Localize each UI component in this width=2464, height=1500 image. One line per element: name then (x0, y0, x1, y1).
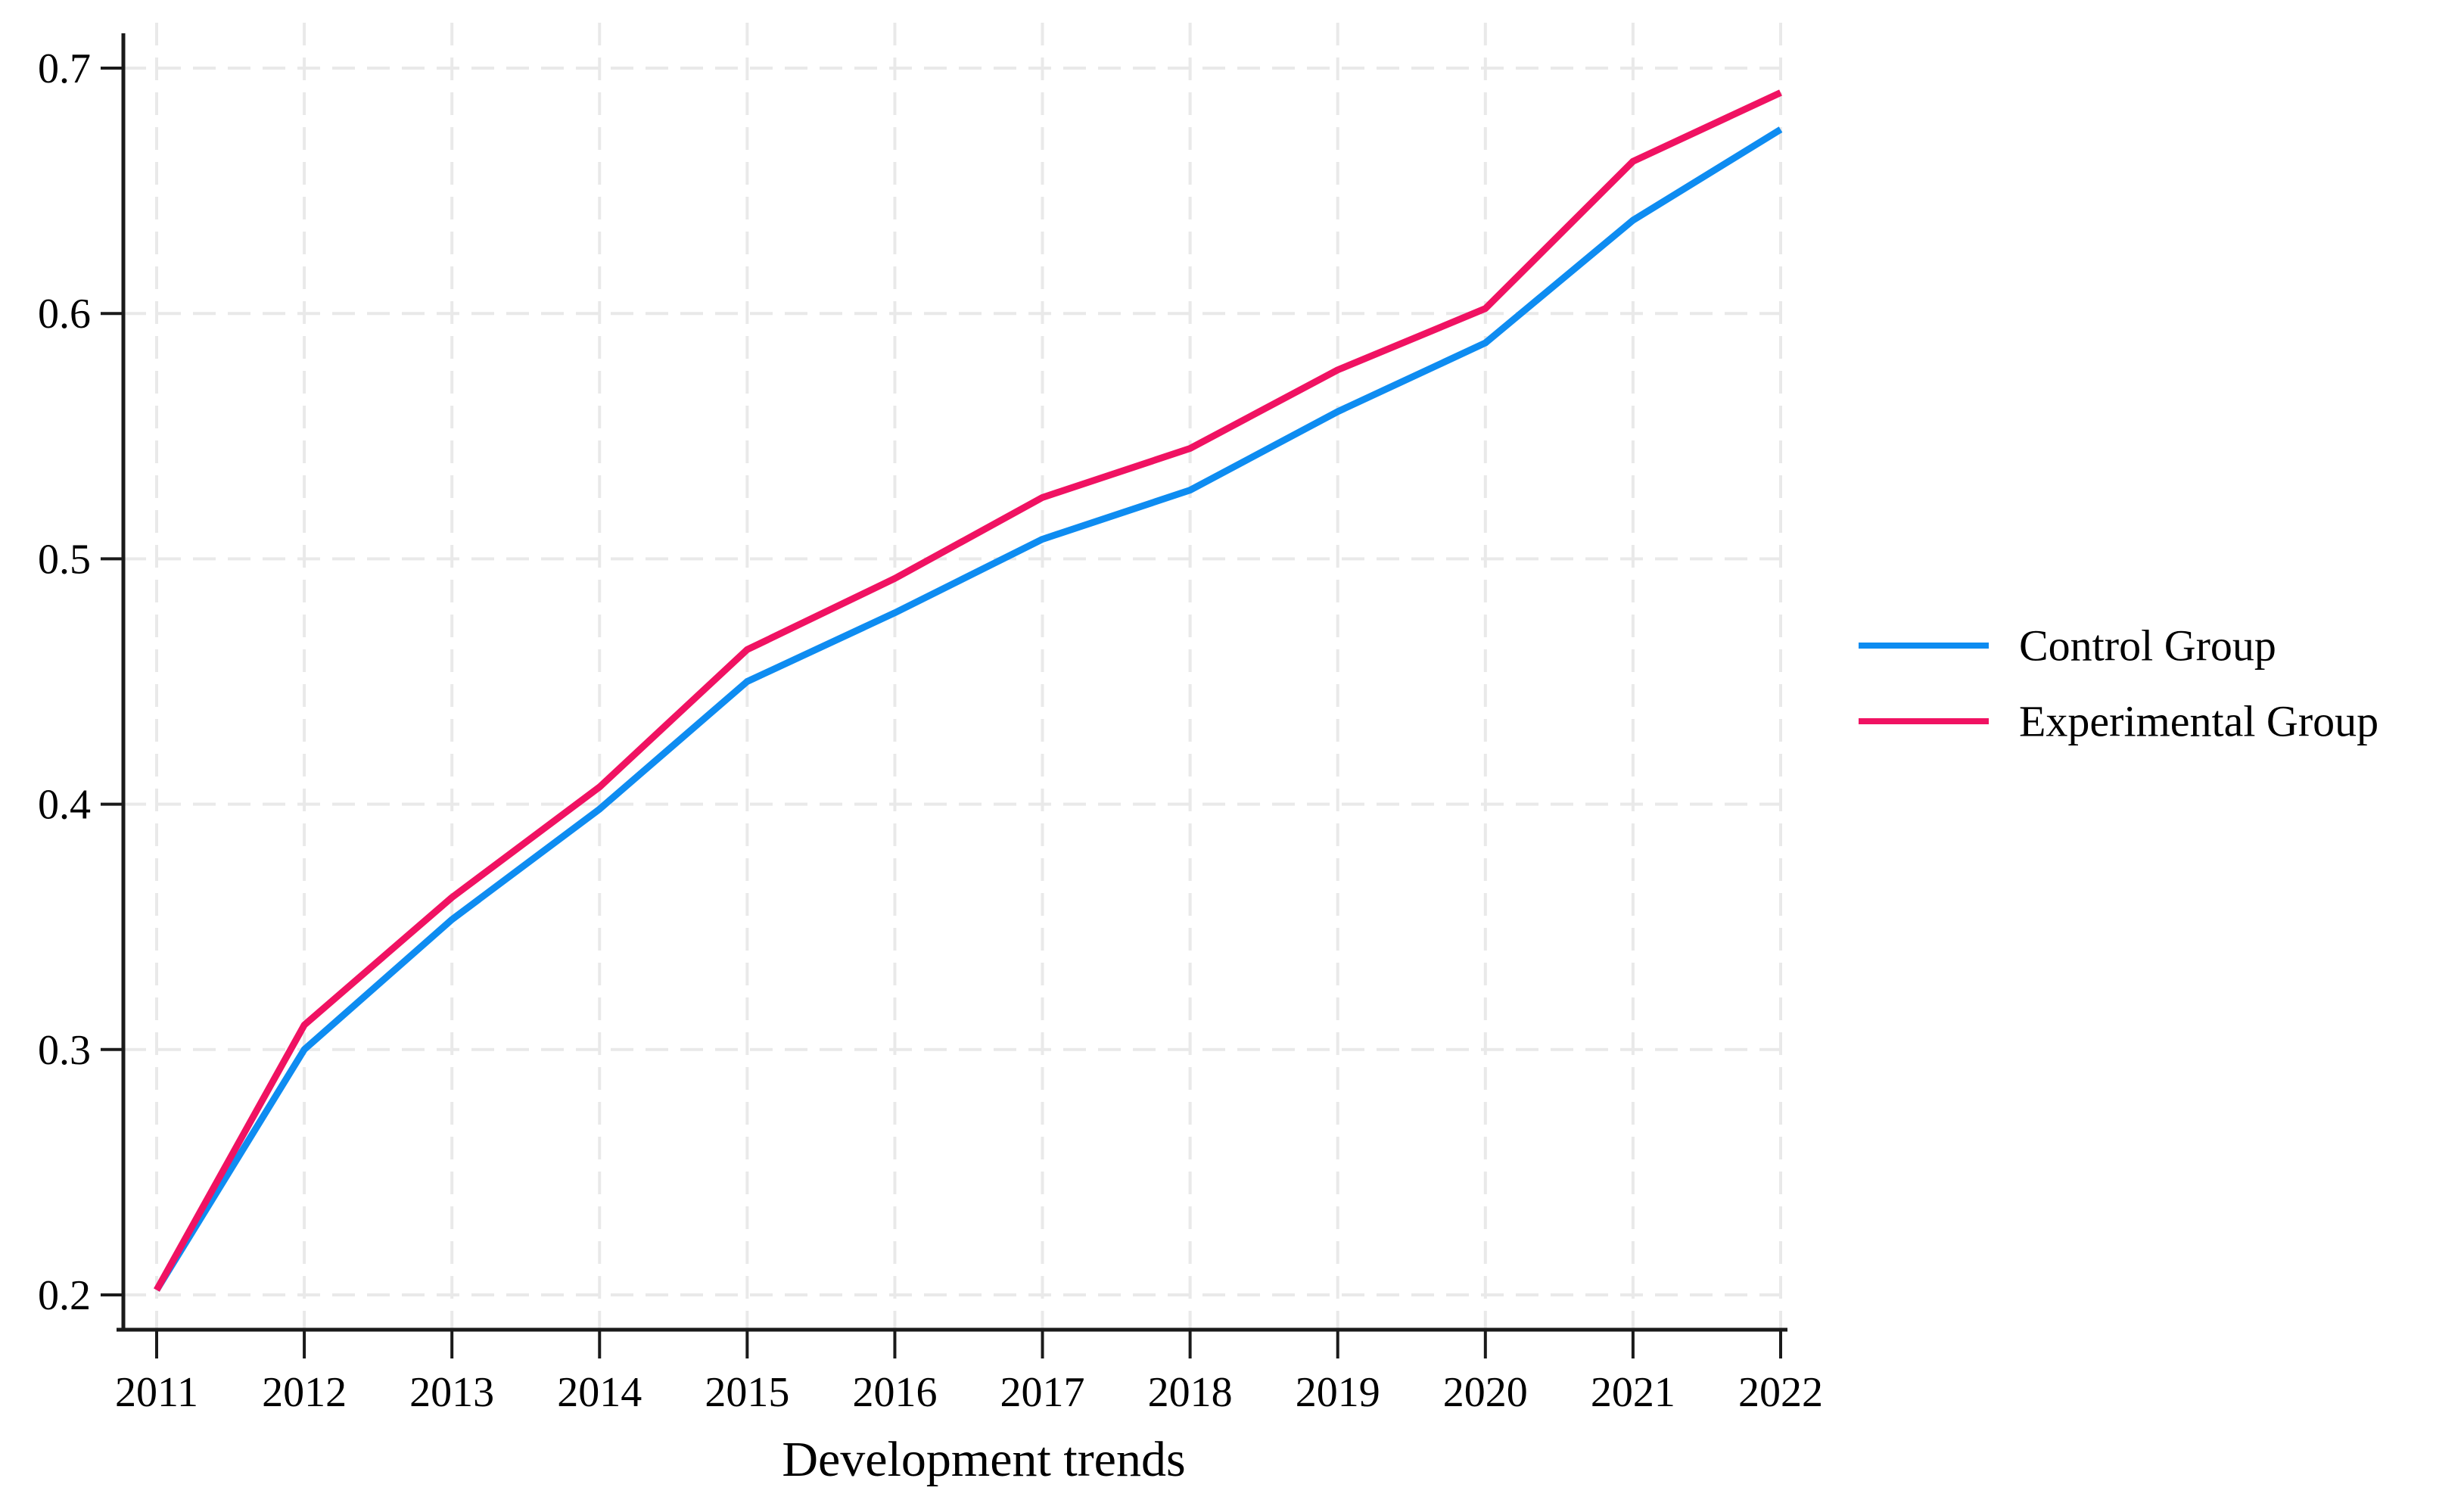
x-tick-label-2013: 2013 (409, 1369, 494, 1416)
x-tick-label-2016: 2016 (852, 1369, 937, 1416)
series-line-control-group (154, 126, 1783, 1292)
series-line-experimental-group (154, 89, 1782, 1292)
y-tick-label-0.6: 0.6 (38, 291, 91, 338)
y-tick-label-0.7: 0.7 (38, 45, 91, 92)
x-tick-label-2020: 2020 (1443, 1369, 1528, 1416)
x-tick-label-2022: 2022 (1738, 1369, 1823, 1416)
x-tick-label-2014: 2014 (557, 1369, 642, 1416)
x-tick-label-2017: 2017 (1000, 1369, 1085, 1416)
y-tick-label-0.2: 0.2 (38, 1272, 91, 1319)
y-tick-label-0.4: 0.4 (38, 782, 91, 829)
x-tick-label-2021: 2021 (1591, 1369, 1675, 1416)
y-tick-label-0.5: 0.5 (38, 536, 91, 583)
legend-label-control-group: Control Group (2019, 621, 2276, 671)
x-tick-label-2019: 2019 (1296, 1369, 1380, 1416)
x-tick-label-2011: 2011 (115, 1369, 198, 1416)
x-tick-label-2012: 2012 (262, 1369, 347, 1416)
x-axis-title: Development trends (782, 1432, 1185, 1487)
x-tick-label-2015: 2015 (705, 1369, 789, 1416)
y-tick-label-0.3: 0.3 (38, 1027, 91, 1074)
x-tick-label-2018: 2018 (1148, 1369, 1233, 1416)
legend-label-experimental-group: Experimental Group (2019, 697, 2378, 746)
